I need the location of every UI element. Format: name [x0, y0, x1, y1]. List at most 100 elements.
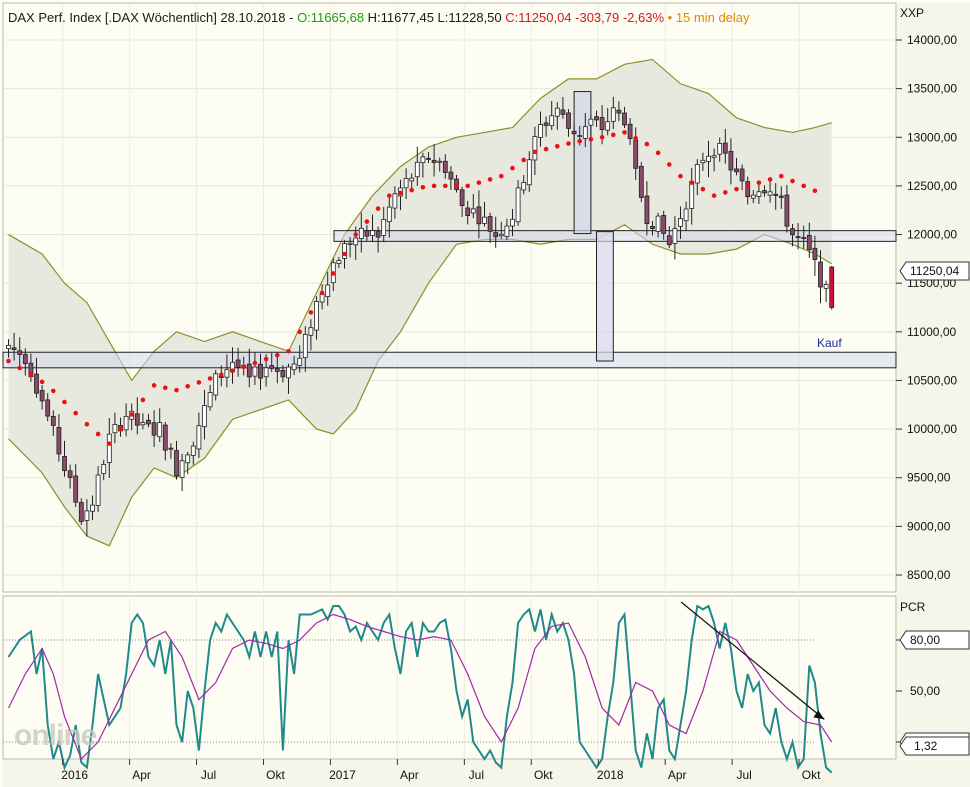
candle-body	[577, 135, 583, 137]
candle-body	[750, 194, 756, 199]
candle-body	[22, 354, 28, 364]
psar-dot	[723, 190, 728, 195]
candle-body	[510, 218, 515, 227]
psar-dot	[342, 251, 347, 257]
y-tick-label: 9500,00	[907, 471, 951, 485]
candle-body	[616, 109, 622, 114]
x-tick-label: Apr	[132, 768, 151, 782]
x-tick-label: Apr	[668, 768, 687, 782]
candle-body	[773, 193, 779, 196]
candle-body	[84, 510, 90, 521]
psar-dot	[543, 146, 549, 152]
band-lower	[8, 224, 833, 547]
candle-body	[599, 117, 605, 130]
candle-body	[190, 445, 196, 456]
psar-dot	[756, 180, 762, 185]
candle-body	[370, 230, 375, 236]
psar-dot	[185, 383, 190, 389]
psar-dot	[443, 183, 448, 189]
osc-axis-label: PCR	[900, 600, 926, 614]
instrument-title: DAX Perf. Index [.DAX Wöchentlich] 28.10…	[8, 10, 286, 25]
candle-body	[633, 139, 639, 169]
candle-body	[224, 369, 230, 378]
x-tick-label: Okt	[802, 768, 821, 782]
y-tick-label: 10500,00	[907, 373, 957, 387]
y-tick-label: 12000,00	[907, 228, 957, 242]
psar-dot	[196, 380, 202, 385]
psar-dot	[230, 368, 235, 374]
candle-body	[263, 367, 269, 378]
osc-plot-background	[2, 595, 897, 760]
psar-dot	[319, 290, 325, 296]
y-tick-label: 12500,00	[907, 179, 957, 193]
candle-body	[157, 422, 163, 438]
candle-body	[291, 363, 297, 371]
candle-body	[420, 156, 426, 164]
box-0	[573, 91, 592, 235]
candle-body	[101, 464, 107, 475]
candle-body	[504, 225, 510, 237]
candle-body	[739, 168, 745, 182]
psar-dot	[801, 183, 806, 189]
psar-dot	[790, 178, 795, 184]
candle-body	[706, 155, 711, 162]
candle-body	[778, 195, 784, 198]
candle-body	[134, 413, 140, 426]
psar-dot	[286, 348, 291, 354]
psar-dot	[667, 162, 672, 167]
candle-body	[812, 247, 818, 261]
candle-body	[465, 207, 471, 217]
candle-body	[174, 450, 179, 477]
candle-body	[409, 177, 415, 182]
bollinger-bands	[8, 58, 833, 547]
psar-dot	[129, 412, 134, 417]
candle-body	[560, 109, 566, 115]
candle-body	[700, 159, 706, 164]
psar-dot	[622, 130, 627, 135]
x-tick-label: Okt	[266, 768, 285, 782]
psar-dot	[263, 356, 269, 362]
psar-dot	[308, 310, 314, 315]
psar-dot	[454, 183, 459, 189]
psar-dot	[409, 187, 415, 193]
time-axis: 2016 Apr Jul Okt 2017 Apr Jul Okt 2018 Apr Jul Okt	[61, 759, 821, 782]
candle-body	[571, 130, 577, 135]
psar-dot	[140, 397, 146, 403]
osc-ref-tag	[899, 630, 970, 650]
psar-dot	[107, 441, 112, 446]
delay-note: • 15 min delay	[667, 10, 750, 25]
candle-body	[235, 359, 241, 368]
candle-body	[280, 369, 286, 378]
psar-dot	[241, 364, 246, 370]
candle-body	[756, 191, 762, 197]
psar-dot	[207, 376, 213, 381]
osc-grid	[3, 596, 815, 759]
candle-body	[448, 171, 454, 180]
candle-body	[207, 392, 213, 408]
psar-dot	[375, 206, 381, 211]
parabolic-sar	[6, 130, 818, 446]
psar-dot	[767, 177, 773, 182]
candle-body	[638, 165, 644, 198]
psar-dot	[779, 173, 784, 179]
time-axis-panel	[3, 760, 970, 787]
candle-body	[50, 415, 56, 426]
x-tick-label: Apr	[400, 768, 419, 782]
candle-body	[168, 447, 174, 450]
psar-dot	[532, 149, 538, 155]
psar-dot	[745, 183, 750, 189]
psar-dot	[398, 190, 403, 196]
candle-body	[17, 350, 23, 355]
candle-body	[364, 230, 370, 237]
candle-body	[274, 368, 280, 372]
candle-body	[694, 164, 700, 184]
zone-1	[333, 230, 897, 242]
psar-dot	[364, 219, 370, 224]
candle-body	[498, 233, 504, 237]
price-axis-label: XXP	[900, 6, 924, 20]
candle-body	[437, 160, 443, 163]
candle-body	[610, 107, 616, 122]
candle-body	[34, 373, 39, 394]
main-plot-background	[2, 2, 897, 593]
